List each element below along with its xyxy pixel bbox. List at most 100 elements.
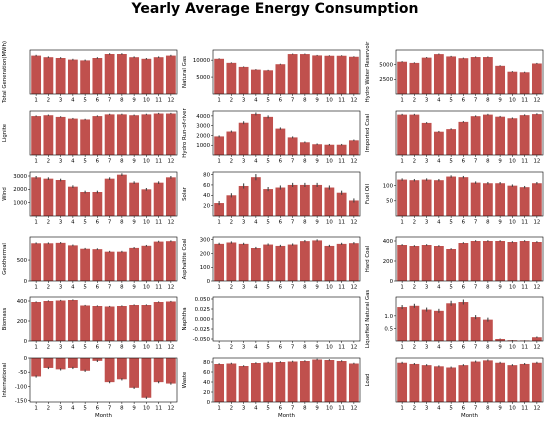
x-tick-label: 2 <box>47 345 50 351</box>
x-tick-label: 12 <box>167 98 174 104</box>
bar-4-2 <box>43 115 54 155</box>
bar-8-11 <box>336 192 347 216</box>
bar-5-6 <box>275 128 286 155</box>
x-tick-label: 6 <box>96 159 100 165</box>
x-tick-label: 3 <box>59 98 62 104</box>
x-tick-label: 1 <box>400 98 403 104</box>
y-tick-label: 0 <box>24 279 28 285</box>
bar-3-11 <box>519 72 530 94</box>
x-tick-label: 3 <box>425 98 428 104</box>
x-tick-label: 8 <box>486 159 490 165</box>
bar-6-7 <box>470 116 481 155</box>
bar-1-10 <box>141 58 152 94</box>
y-tick-label: 1000 <box>13 201 27 207</box>
x-tick-label: 10 <box>143 285 150 291</box>
bar-16-10 <box>141 358 152 398</box>
x-tick-label: 4 <box>71 345 75 351</box>
x-tick-label: 11 <box>155 98 162 104</box>
x-tick-label: 2 <box>47 220 50 226</box>
bar-6-5 <box>446 129 457 155</box>
bar-7-3 <box>55 180 66 216</box>
bar-7-7 <box>104 178 115 216</box>
x-tick-label: 10 <box>326 345 333 351</box>
axes-frame <box>29 49 178 95</box>
x-tick-label: 11 <box>155 220 162 226</box>
axes-frame <box>212 357 361 403</box>
x-tick-label: 11 <box>338 285 345 291</box>
y-tick-label: -50 <box>18 370 27 376</box>
bar-7-8 <box>116 174 127 216</box>
x-tick-label: 9 <box>315 98 319 104</box>
bar-9-2 <box>409 180 420 216</box>
x-tick-label: 8 <box>486 345 490 351</box>
bar-7-2 <box>43 178 54 216</box>
x-tick-label: 9 <box>132 345 136 351</box>
bar-16-3 <box>55 358 66 370</box>
y-axis-label: Fuel Oil <box>365 184 371 204</box>
y-tick-label: -100 <box>15 384 28 390</box>
bar-17-4 <box>250 363 261 402</box>
bar-8-1 <box>214 203 225 216</box>
bar-2-2 <box>226 62 237 94</box>
bar-15-3 <box>421 309 432 341</box>
bar-9-4 <box>433 180 444 216</box>
x-tick-label: 5 <box>449 285 452 291</box>
x-tick-label: 6 <box>96 98 100 104</box>
x-tick-label: 11 <box>155 159 162 165</box>
bar-4-9 <box>129 115 140 155</box>
bar-7-5 <box>80 192 91 216</box>
y-tick-label: 200 <box>383 259 394 265</box>
bar-5-9 <box>312 144 323 155</box>
bar-13-3 <box>55 300 66 341</box>
y-tick-label: -0.050 <box>193 337 211 343</box>
bar-2-10 <box>324 55 335 94</box>
bar-17-6 <box>275 362 286 402</box>
bar-1-12 <box>165 55 176 94</box>
x-tick-label: 12 <box>533 220 540 226</box>
bar-1-3 <box>55 58 66 94</box>
bar-17-5 <box>263 362 274 402</box>
x-tick-label: 9 <box>498 285 502 291</box>
x-tick-label: 5 <box>266 220 269 226</box>
x-tick-label: 2 <box>413 285 416 291</box>
x-tick-label: 5 <box>266 159 269 165</box>
x-tick-label: 3 <box>425 406 428 412</box>
y-axis-label: International <box>2 363 8 397</box>
x-tick-label: 1 <box>400 345 403 351</box>
bar-15-2 <box>409 305 420 341</box>
x-tick-label: 1 <box>217 159 220 165</box>
x-tick-label: 4 <box>254 220 258 226</box>
y-tick-label: 400 <box>17 299 28 305</box>
x-tick-label: 5 <box>83 345 86 351</box>
bar-3-4 <box>433 54 444 94</box>
x-tick-label: 7 <box>108 98 111 104</box>
bar-5-12 <box>348 140 359 155</box>
y-tick-label: 2000 <box>13 187 27 193</box>
axes-frame <box>29 171 178 217</box>
y-axis-label: Load <box>365 374 371 387</box>
x-tick-label: 12 <box>350 159 357 165</box>
bar-7-10 <box>141 189 152 216</box>
bar-3-12 <box>531 63 542 94</box>
bar-3-5 <box>446 56 457 94</box>
y-axis-label: Imported Coal <box>365 114 371 152</box>
bar-9-6 <box>458 177 469 216</box>
bar-10-4 <box>67 245 78 281</box>
bar-10-11 <box>153 241 164 281</box>
axes-frame <box>212 171 361 217</box>
x-tick-label: 8 <box>486 98 490 104</box>
bar-1-9 <box>129 57 140 94</box>
x-tick-label: 10 <box>326 159 333 165</box>
bar-10-2 <box>43 243 54 281</box>
x-tick-label: 6 <box>462 345 466 351</box>
x-tick-label: 2 <box>47 159 50 165</box>
x-tick-label: 8 <box>120 159 124 165</box>
x-tick-label: 5 <box>83 159 86 165</box>
bar-10-8 <box>116 251 127 281</box>
bar-11-2 <box>226 242 237 281</box>
bar-4-8 <box>116 114 127 155</box>
x-tick-label: 4 <box>71 406 75 412</box>
bar-8-4 <box>250 177 261 216</box>
bar-4-11 <box>153 113 164 155</box>
